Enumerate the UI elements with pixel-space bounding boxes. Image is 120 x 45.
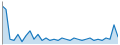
chart (0, 0, 120, 45)
y-axis-line (2, 2, 3, 45)
y-axis (2, 2, 3, 45)
plot-area (2, 2, 118, 45)
area-fill (2, 6, 118, 44)
line (2, 6, 118, 42)
marks (2, 6, 118, 44)
